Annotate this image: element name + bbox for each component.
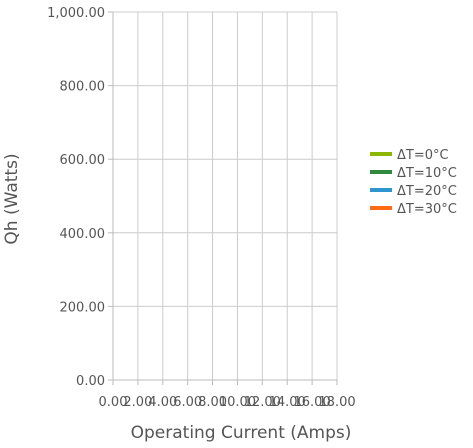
x-tick-label: 12.00 <box>244 395 281 410</box>
y-tick-label: 600.00 <box>60 153 106 168</box>
y-tick-labels: 0.00 200.00 400.00 600.00 800.00 1,000.00 <box>47 6 105 389</box>
x-tick-label: 6.00 <box>173 395 202 410</box>
x-axis-title: Operating Current (Amps) <box>131 423 352 443</box>
y-tick-label: 1,000.00 <box>47 6 105 21</box>
x-tick-label: 2.00 <box>123 395 152 410</box>
x-tick-label: 4.00 <box>148 395 177 410</box>
legend-label: ΔT=0°C <box>397 148 449 163</box>
legend-label: ΔT=30°C <box>397 202 457 217</box>
x-tick-label: 0.00 <box>99 395 128 410</box>
y-axis-title: Qh (Watts) <box>2 153 22 244</box>
y-tick-label: 400.00 <box>60 227 106 242</box>
x-tick-label: 16.00 <box>294 395 331 410</box>
y-tick-label: 0.00 <box>76 374 105 389</box>
axes <box>108 11 338 385</box>
legend-label: ΔT=10°C <box>397 166 457 181</box>
legend-label: ΔT=20°C <box>397 184 457 199</box>
legend-swatch <box>370 170 392 174</box>
legend-swatch <box>370 152 392 156</box>
y-tick-label: 200.00 <box>60 300 106 315</box>
grid <box>113 11 338 380</box>
legend-swatch <box>370 188 392 192</box>
x-tick-labels: 0.002.004.006.008.0010.0012.0014.0016.00… <box>99 395 356 410</box>
x-tick-label: 8.00 <box>198 395 227 410</box>
x-tick-label: 10.00 <box>219 395 256 410</box>
legend-swatch <box>370 206 392 210</box>
x-tick-label: 14.00 <box>269 395 306 410</box>
y-tick-label: 800.00 <box>60 80 106 95</box>
x-tick-label: 18.00 <box>318 395 355 410</box>
legend: ΔT=0°C ΔT=10°C ΔT=20°C ΔT=30°C <box>370 148 457 217</box>
